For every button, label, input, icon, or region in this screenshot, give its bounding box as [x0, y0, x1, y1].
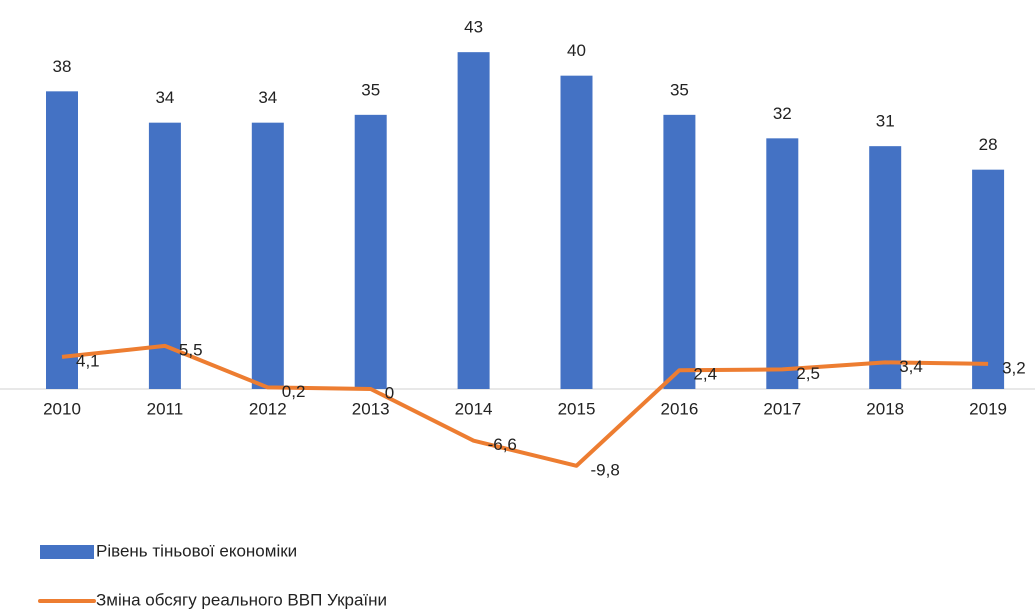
x-tick-label: 2016 — [660, 399, 698, 418]
x-tick-label: 2010 — [43, 399, 81, 418]
bar — [46, 91, 78, 389]
bar-label: 32 — [773, 104, 792, 123]
x-tick-label: 2011 — [147, 399, 184, 418]
line-label: 0,2 — [282, 382, 306, 401]
bar-label: 40 — [567, 41, 586, 60]
bar — [457, 52, 490, 390]
bar-label: 31 — [876, 112, 895, 131]
x-tick-label: 2015 — [558, 399, 596, 418]
bar — [560, 75, 593, 390]
legend-label: Рівень тіньової економіки — [96, 541, 297, 560]
line-label: -6,6 — [488, 435, 517, 454]
bar-label: 35 — [361, 80, 380, 99]
line-label: 5,5 — [179, 340, 203, 359]
bar-label: 43 — [464, 18, 483, 37]
bar-label: 38 — [53, 57, 72, 76]
legend-label: Зміна обсягу реального ВВП України — [96, 590, 387, 609]
line-label: 3,2 — [1002, 358, 1026, 377]
bar — [663, 114, 696, 389]
x-tick-label: 2019 — [969, 399, 1007, 418]
line-label: 0 — [385, 383, 394, 402]
bar — [972, 169, 1005, 389]
bar — [354, 114, 387, 389]
bar-label: 28 — [979, 135, 998, 154]
line-label: 2,5 — [796, 364, 820, 383]
x-tick-label: 2017 — [763, 399, 801, 418]
bar — [766, 138, 799, 389]
line-label: 2,4 — [693, 365, 717, 384]
x-tick-label: 2014 — [455, 399, 493, 418]
line-label: -9,8 — [591, 460, 620, 479]
line-label: 4,1 — [76, 351, 100, 370]
x-tick-label: 2012 — [249, 399, 287, 418]
bar-label: 34 — [258, 88, 277, 107]
bar-label: 34 — [155, 88, 174, 107]
line — [61, 343, 989, 468]
legend-swatch — [40, 545, 94, 559]
bar — [869, 146, 902, 389]
bar — [251, 122, 284, 390]
x-tick-label: 2013 — [352, 399, 390, 418]
line-label: 3,4 — [899, 357, 923, 376]
bar-label: 35 — [670, 80, 689, 99]
x-tick-label: 2018 — [866, 399, 904, 418]
